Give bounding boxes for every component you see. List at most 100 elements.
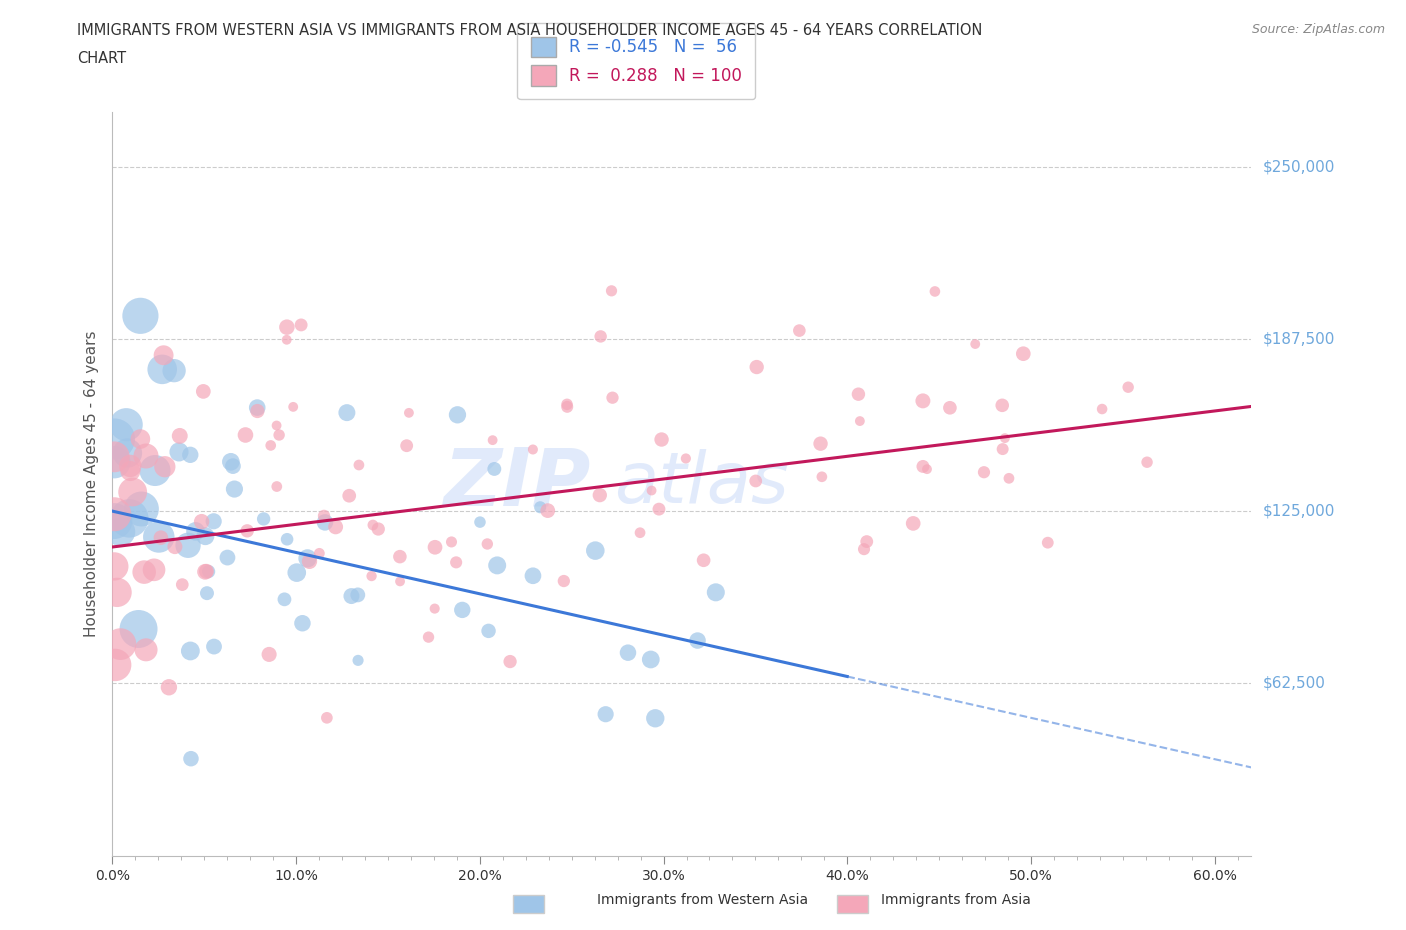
Point: [276, 332, 298, 347]
Point: [848, 387, 870, 402]
Point: [104, 658, 127, 672]
Point: [915, 461, 938, 476]
Point: [150, 362, 173, 377]
Point: [157, 680, 180, 695]
Point: [177, 538, 200, 552]
Point: [135, 448, 157, 463]
Point: [481, 432, 503, 447]
Y-axis label: Householder Income Ages 45 - 64 years: Householder Income Ages 45 - 64 years: [83, 330, 98, 637]
Point: [395, 438, 418, 453]
Point: [266, 418, 288, 433]
Point: [190, 514, 212, 529]
Point: [246, 404, 269, 418]
Point: [855, 534, 877, 549]
Point: [276, 320, 298, 335]
Text: IMMIGRANTS FROM WESTERN ASIA VS IMMIGRANTS FROM ASIA HOUSEHOLDER INCOME AGES 45 : IMMIGRANTS FROM WESTERN ASIA VS IMMIGRAN…: [77, 23, 983, 38]
Point: [195, 586, 218, 601]
Point: [367, 522, 389, 537]
Point: [347, 653, 370, 668]
Point: [103, 513, 125, 528]
Point: [444, 555, 467, 570]
Point: [202, 514, 225, 529]
Point: [704, 585, 727, 600]
Point: [991, 442, 1014, 457]
Point: [499, 654, 522, 669]
Point: [602, 391, 624, 405]
Point: [103, 449, 125, 464]
Point: [179, 447, 201, 462]
Point: [194, 528, 217, 543]
Point: [675, 451, 697, 466]
Point: [253, 512, 276, 526]
Point: [195, 564, 218, 578]
Point: [103, 559, 125, 574]
Text: ZIP: ZIP: [443, 445, 591, 523]
Point: [149, 530, 172, 545]
Point: [440, 535, 463, 550]
Text: $250,000: $250,000: [1263, 159, 1334, 174]
Point: [153, 459, 176, 474]
Point: [285, 565, 308, 580]
Point: [965, 337, 987, 352]
Point: [388, 550, 411, 565]
Point: [235, 428, 257, 443]
Point: [1091, 402, 1114, 417]
Point: [644, 711, 666, 725]
Point: [194, 565, 217, 579]
Point: [269, 428, 291, 443]
Point: [1136, 455, 1159, 470]
Point: [276, 532, 298, 547]
Point: [283, 399, 305, 414]
Point: [129, 432, 152, 446]
Point: [120, 464, 142, 479]
Text: $62,500: $62,500: [1263, 676, 1326, 691]
Point: [120, 458, 142, 473]
Point: [477, 623, 499, 638]
Point: [398, 405, 420, 420]
Text: Source: ZipAtlas.com: Source: ZipAtlas.com: [1251, 23, 1385, 36]
Point: [911, 393, 934, 408]
Point: [745, 473, 768, 488]
Point: [315, 711, 337, 725]
Point: [901, 516, 924, 531]
Point: [484, 461, 506, 476]
Point: [340, 589, 363, 604]
Point: [179, 644, 201, 658]
Point: [273, 591, 295, 606]
Point: [423, 601, 446, 616]
Point: [143, 463, 166, 478]
Text: Immigrants from Western Asia: Immigrants from Western Asia: [598, 893, 808, 907]
Point: [617, 645, 640, 660]
Point: [640, 652, 662, 667]
Point: [217, 551, 239, 565]
Text: CHART: CHART: [77, 51, 127, 66]
Point: [994, 431, 1017, 445]
Text: atlas: atlas: [613, 449, 789, 518]
Point: [477, 537, 499, 551]
Point: [537, 503, 560, 518]
Point: [595, 707, 617, 722]
Point: [648, 501, 671, 516]
Text: $125,000: $125,000: [1263, 504, 1334, 519]
Point: [522, 568, 544, 583]
Point: [224, 482, 246, 497]
Point: [128, 621, 150, 636]
Point: [314, 515, 336, 530]
Point: [222, 458, 245, 473]
Point: [308, 546, 330, 561]
Point: [257, 647, 280, 662]
Point: [853, 541, 876, 556]
Text: Immigrants from Asia: Immigrants from Asia: [882, 893, 1031, 907]
Point: [193, 384, 215, 399]
Point: [131, 501, 153, 516]
Point: [148, 529, 170, 544]
Point: [1012, 346, 1035, 361]
Point: [163, 539, 186, 554]
Point: [325, 520, 347, 535]
Point: [600, 284, 623, 299]
Point: [468, 514, 491, 529]
Point: [346, 588, 368, 603]
Point: [1036, 536, 1059, 551]
Point: [998, 471, 1021, 485]
Point: [105, 585, 128, 600]
